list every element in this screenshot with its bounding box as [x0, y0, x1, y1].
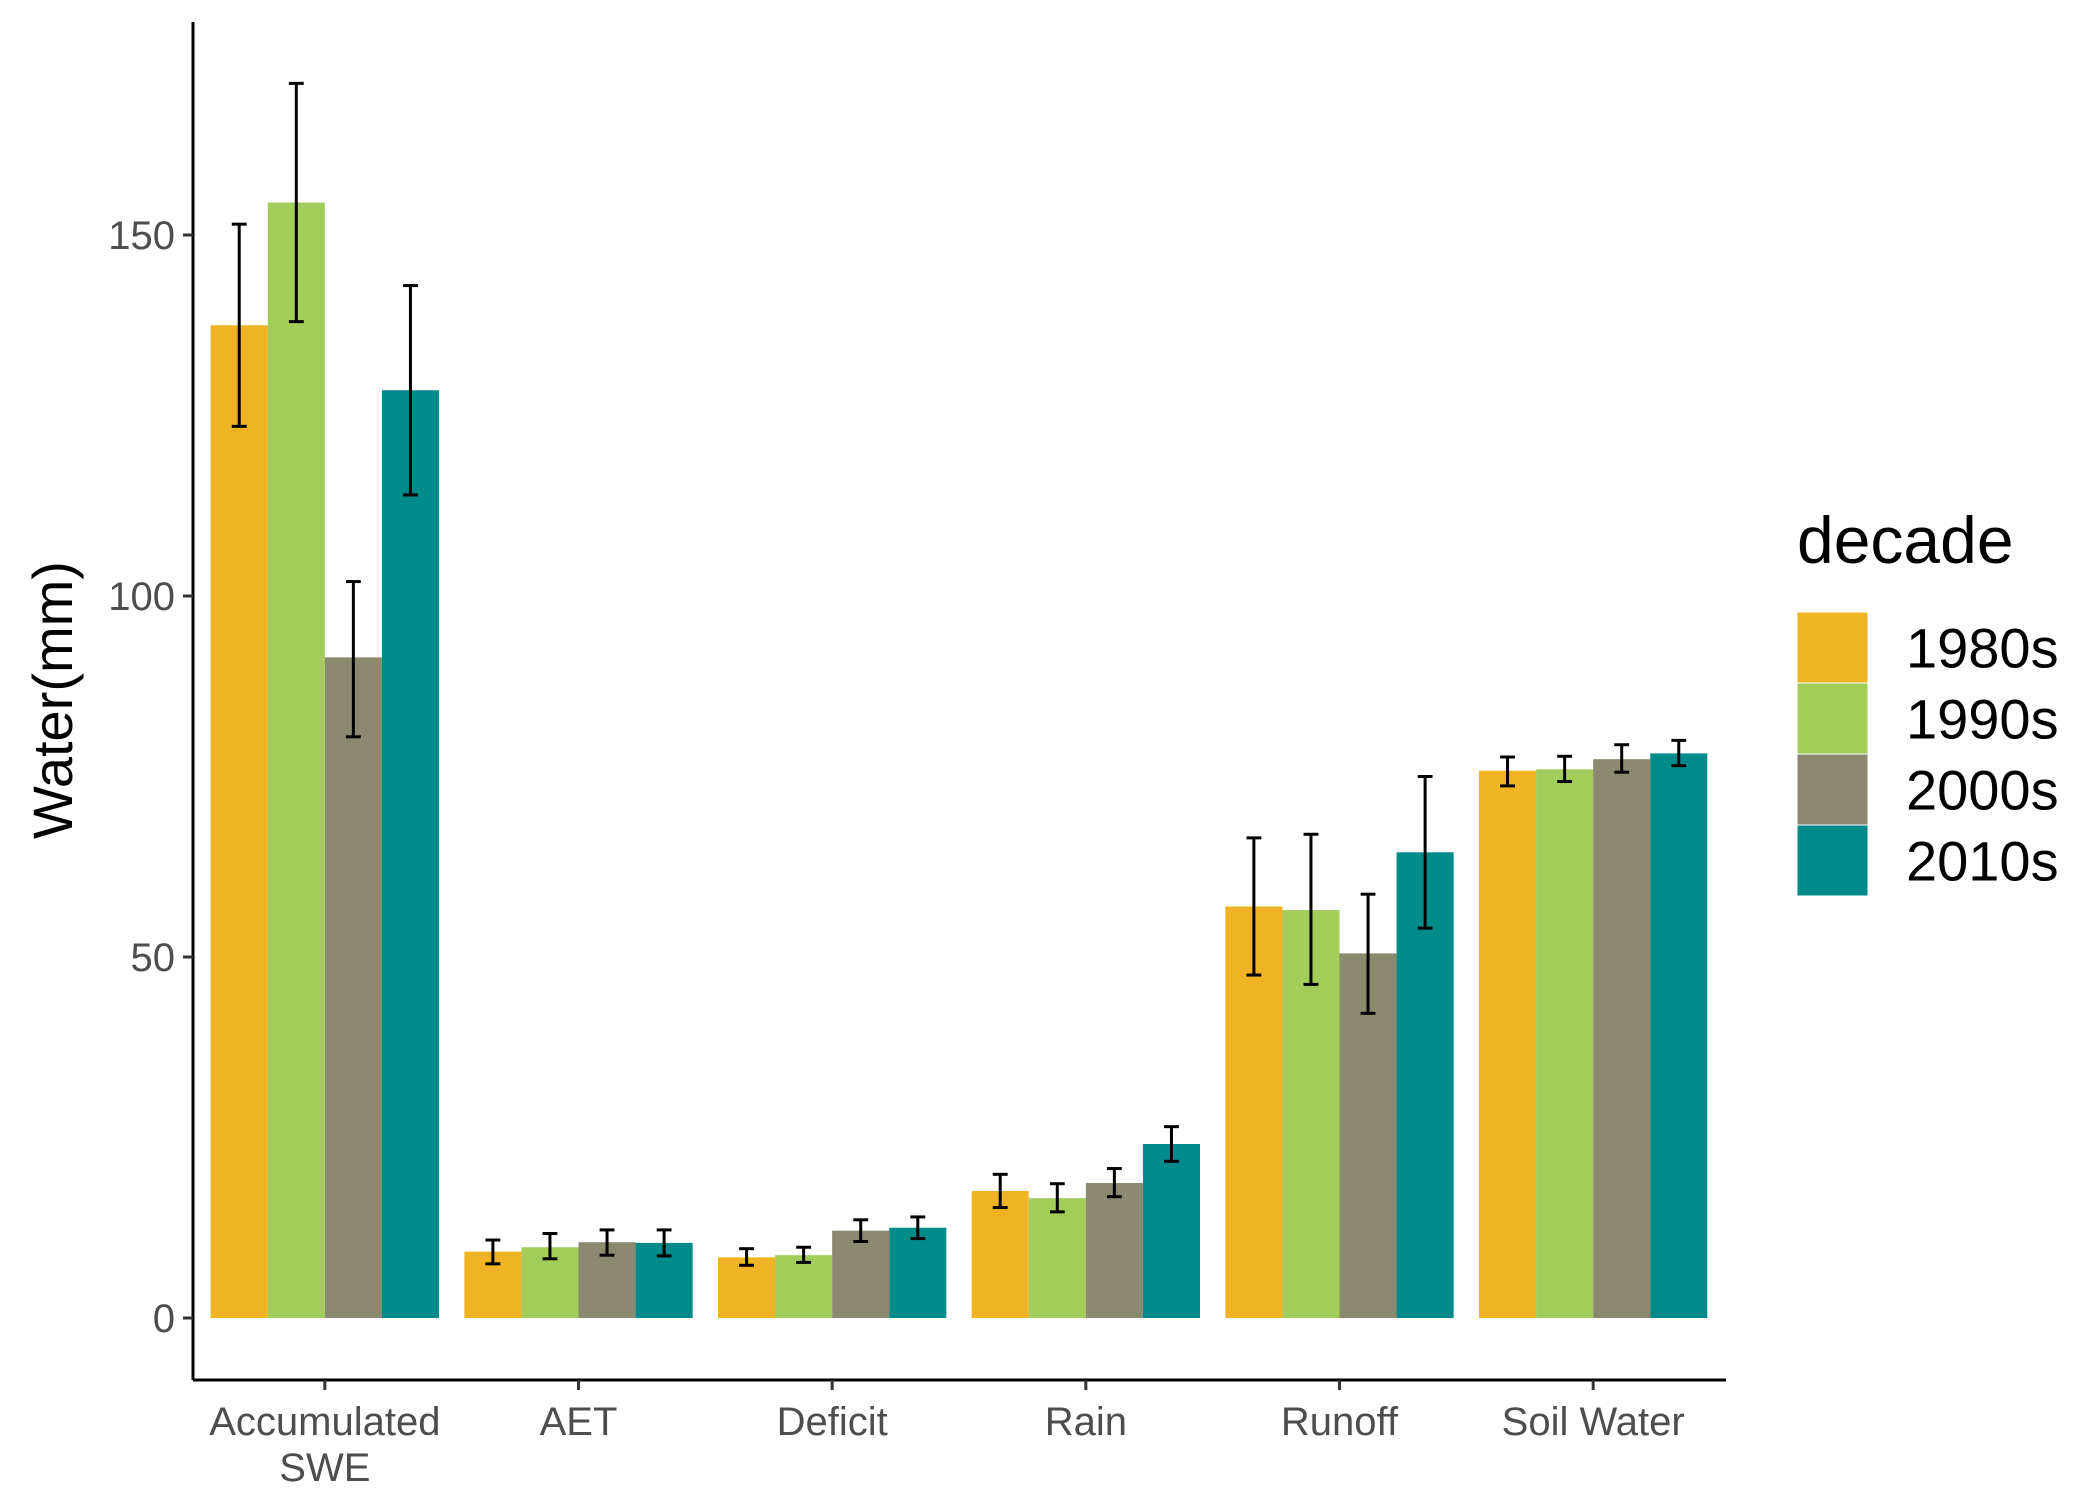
x-tick-label: AET — [540, 1400, 618, 1444]
legend: decade 1980s 1990s 2000s 2010s — [1796, 503, 2059, 897]
bar-2010s-4 — [1396, 852, 1454, 1318]
y-axis-ticks: 0 50 100 150 — [108, 214, 193, 1341]
bar-1990s-2 — [775, 1255, 833, 1318]
x-tick-label: Accumulated SWE — [209, 1400, 440, 1490]
legend-key-1980s — [1796, 611, 1869, 684]
legend-title: decade — [1797, 503, 2014, 577]
error-bar-2000s-2 — [853, 1218, 869, 1243]
bar-2010s-3 — [1142, 1144, 1200, 1318]
bar-1990s-5 — [1536, 769, 1594, 1318]
x-tick-label: Deficit — [777, 1400, 888, 1444]
bar-2000s-0 — [324, 657, 382, 1318]
y-tick-label: 100 — [108, 575, 175, 619]
error-bar-1990s-0 — [288, 81, 304, 324]
bar-1980s-5 — [1479, 770, 1537, 1318]
bar-1980s-3 — [971, 1190, 1029, 1318]
legend-label-1990s: 1990s — [1906, 688, 2059, 751]
bar-2010s-5 — [1650, 753, 1708, 1318]
error-bar-1980s-4 — [1246, 836, 1262, 977]
error-bar-1980s-5 — [1500, 755, 1515, 788]
legend-label-1980s: 1980s — [1906, 617, 2059, 680]
error-bar-1980s-3 — [992, 1172, 1008, 1210]
error-bar-2000s-5 — [1614, 743, 1630, 774]
bar-1990s-3 — [1028, 1198, 1086, 1318]
error-bar-1990s-4 — [1303, 832, 1319, 986]
legend-key-2000s — [1796, 753, 1869, 826]
error-bar-2000s-4 — [1360, 892, 1376, 1015]
error-bar-2010s-2 — [910, 1215, 926, 1241]
plot-area — [210, 202, 1708, 1319]
x-axis-ticks: Accumulated SWE AET Deficit Rain Runoff Soil W… — [209, 1380, 1685, 1490]
x-tick-label: Soil Water — [1502, 1400, 1685, 1444]
x-tick-label: Rain — [1045, 1400, 1127, 1444]
error-bar-1990s-2 — [796, 1245, 812, 1264]
y-tick-label: 150 — [108, 214, 175, 258]
error-bar-2010s-5 — [1671, 738, 1687, 768]
bar-2000s-3 — [1085, 1182, 1143, 1318]
bar-2010s-0 — [381, 390, 439, 1319]
x-tick-label: Runoff — [1281, 1400, 1399, 1444]
legend-key-2010s — [1796, 824, 1869, 897]
legend-label-2000s: 2000s — [1906, 759, 2059, 822]
bar-1980s-0 — [210, 325, 268, 1318]
error-bar-2010s-3 — [1164, 1125, 1179, 1163]
error-bar-1990s-1 — [542, 1232, 558, 1261]
error-bar-1980s-2 — [739, 1247, 754, 1267]
bar-2000s-2 — [832, 1230, 890, 1318]
y-axis-title: Water(mm) — [21, 561, 84, 839]
bar-1990s-0 — [267, 202, 325, 1318]
bar-2010s-2 — [889, 1227, 947, 1318]
bar-1980s-2 — [718, 1257, 776, 1318]
error-bar-2000s-0 — [345, 580, 361, 739]
error-bar-2000s-3 — [1106, 1167, 1122, 1199]
error-bar-1990s-5 — [1557, 754, 1573, 784]
legend-label-2010s: 2010s — [1906, 830, 2059, 893]
axes — [191, 22, 1726, 1382]
error-bar-1980s-0 — [231, 222, 247, 428]
error-bar-2010s-4 — [1417, 775, 1433, 930]
y-tick-label: 50 — [131, 936, 176, 980]
error-bar-1980s-1 — [485, 1238, 501, 1266]
error-bar-2010s-0 — [403, 284, 418, 497]
error-bar-2000s-1 — [599, 1228, 615, 1257]
bar-2000s-5 — [1593, 759, 1651, 1318]
error-bar-2010s-1 — [656, 1228, 672, 1258]
error-bars — [231, 81, 1687, 1267]
error-bar-1990s-3 — [1049, 1182, 1065, 1214]
y-tick-label: 0 — [153, 1297, 175, 1341]
legend-key-1990s — [1796, 682, 1869, 755]
